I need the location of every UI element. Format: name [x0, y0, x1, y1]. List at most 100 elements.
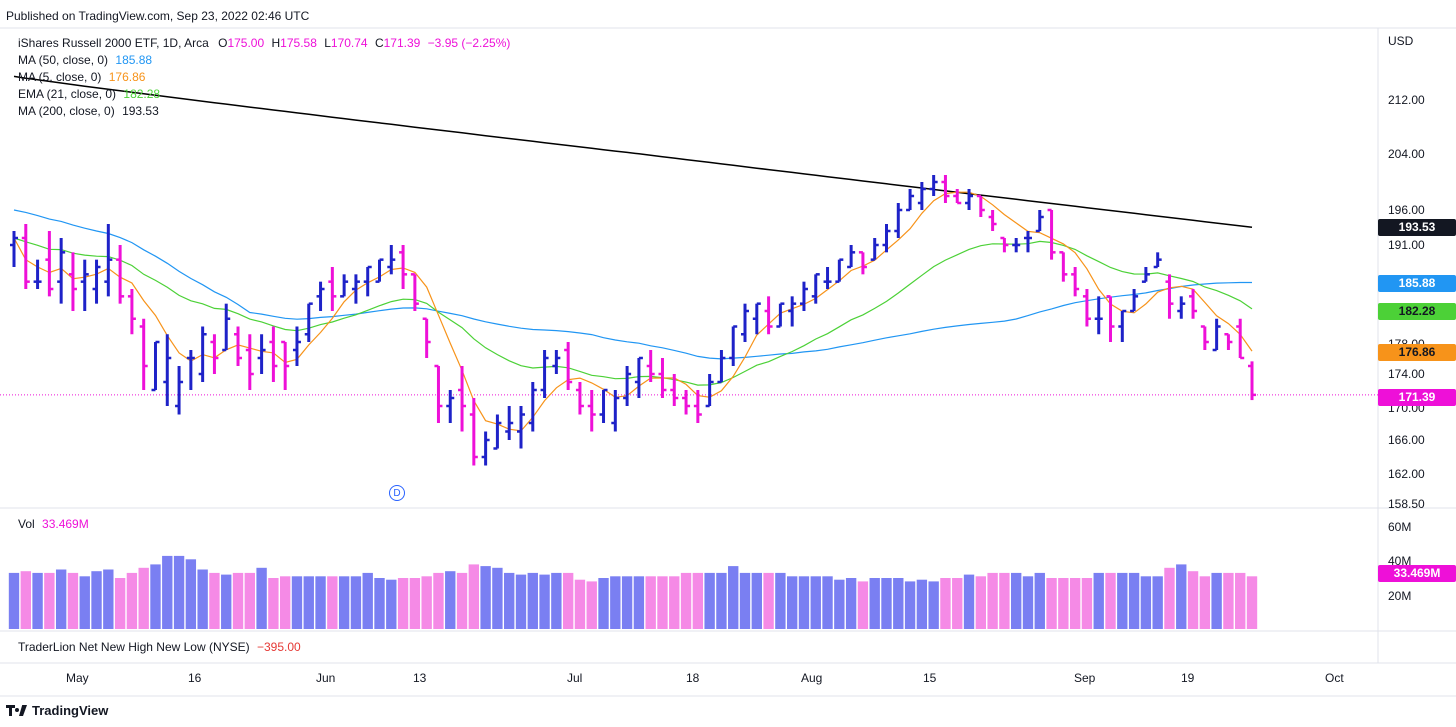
volume-bar[interactable]: [975, 576, 987, 629]
ohlc-bar[interactable]: [1212, 318, 1221, 352]
volume-bar[interactable]: [44, 572, 55, 629]
ohlc-bar[interactable]: [1012, 238, 1021, 253]
ma5-line[interactable]: [13, 191, 1253, 432]
volume-bar[interactable]: [138, 567, 149, 629]
symbol-legend[interactable]: iShares Russell 2000 ETF, 1D, Arca O175.…: [18, 36, 510, 50]
ohlc-bar[interactable]: [269, 326, 278, 383]
volume-bar[interactable]: [1105, 572, 1116, 629]
ma200-legend[interactable]: MA (200, close, 0) 193.53: [18, 104, 159, 118]
ohlc-bar[interactable]: [340, 274, 349, 298]
volume-bar[interactable]: [999, 572, 1010, 629]
ohlc-bar[interactable]: [481, 431, 490, 466]
volume-bar[interactable]: [150, 564, 161, 629]
ohlc-bar[interactable]: [976, 194, 985, 217]
ohlc-bar[interactable]: [446, 390, 455, 423]
volume-bar[interactable]: [669, 576, 680, 629]
ohlc-bar[interactable]: [1106, 295, 1115, 342]
volume-bar[interactable]: [1140, 576, 1152, 629]
volume-bar[interactable]: [1022, 576, 1034, 629]
volume-bar[interactable]: [1011, 572, 1022, 629]
volume-bar[interactable]: [586, 581, 597, 629]
volume-bar[interactable]: [822, 576, 833, 629]
volume-bar[interactable]: [621, 576, 633, 629]
volume-bar[interactable]: [1187, 571, 1199, 629]
ohlc-bar[interactable]: [823, 267, 832, 289]
ohlc-bar[interactable]: [198, 326, 207, 383]
ohlc-bar[interactable]: [623, 366, 632, 406]
volume-bar[interactable]: [268, 578, 279, 629]
volume-bar[interactable]: [504, 572, 515, 629]
volume-bar[interactable]: [67, 572, 79, 629]
volume-bar[interactable]: [786, 576, 798, 629]
ohlc-bar[interactable]: [387, 245, 396, 275]
ohlc-bar[interactable]: [292, 326, 301, 367]
ohlc-bar[interactable]: [575, 382, 584, 415]
ohlc-bar[interactable]: [717, 350, 726, 384]
ohlc-bar[interactable]: [929, 175, 938, 196]
ohlc-bar[interactable]: [705, 374, 714, 408]
volume-bar[interactable]: [1235, 572, 1246, 629]
volume-bar[interactable]: [940, 578, 951, 629]
volume-bar[interactable]: [162, 555, 173, 629]
ema21-legend[interactable]: EMA (21, close, 0) 182.28: [18, 87, 160, 101]
volume-bar[interactable]: [386, 579, 397, 629]
volume-bar[interactable]: [409, 578, 421, 629]
ohlc-bar[interactable]: [245, 334, 254, 390]
ohlc-bar[interactable]: [741, 303, 750, 342]
ohlc-bar[interactable]: [953, 189, 962, 205]
ohlc-bar[interactable]: [552, 350, 561, 374]
ohlc-bar[interactable]: [151, 340, 160, 392]
ohlc-bar[interactable]: [988, 210, 997, 231]
ohlc-bar[interactable]: [564, 342, 573, 390]
volume-bar[interactable]: [468, 564, 480, 629]
volume-bar[interactable]: [327, 576, 338, 629]
ohlc-bar[interactable]: [1130, 289, 1139, 313]
volume-bar[interactable]: [279, 576, 291, 629]
volume-bar[interactable]: [1093, 572, 1104, 629]
volume-bar[interactable]: [185, 559, 197, 629]
ohlc-bar[interactable]: [422, 317, 431, 358]
nhnl-legend[interactable]: TraderLion Net New High New Low (NYSE) −…: [18, 640, 301, 654]
volume-bar[interactable]: [55, 569, 67, 630]
ohlc-bar[interactable]: [469, 398, 478, 466]
volume-bar[interactable]: [1128, 572, 1140, 629]
ohlc-bar[interactable]: [68, 252, 77, 311]
ohlc-bar[interactable]: [658, 358, 667, 398]
volume-bar[interactable]: [857, 581, 869, 629]
volume-bar[interactable]: [574, 579, 586, 629]
ohlc-bar[interactable]: [1000, 236, 1009, 253]
volume-bar[interactable]: [1069, 578, 1081, 629]
dividend-marker[interactable]: D: [389, 485, 405, 501]
volume-bar[interactable]: [562, 572, 574, 629]
volume-bar[interactable]: [20, 571, 31, 629]
ohlc-bar[interactable]: [847, 245, 856, 269]
ohlc-bar[interactable]: [835, 258, 844, 283]
ohlc-bar[interactable]: [599, 388, 608, 423]
volume-bar[interactable]: [1152, 576, 1163, 629]
volume-bar[interactable]: [751, 572, 762, 629]
volume-bar[interactable]: [456, 572, 468, 629]
volume-bar[interactable]: [1046, 578, 1057, 629]
volume-bar[interactable]: [539, 574, 550, 629]
volume-bar[interactable]: [904, 581, 916, 629]
volume-bar[interactable]: [692, 572, 704, 629]
ohlc-bar[interactable]: [210, 334, 219, 374]
ohlc-bar[interactable]: [10, 231, 18, 267]
ohlc-bar[interactable]: [304, 302, 313, 342]
ohlc-bar[interactable]: [363, 265, 372, 297]
tradingview-footer[interactable]: TradingView: [6, 703, 108, 718]
ohlc-bar[interactable]: [799, 281, 808, 311]
ohlc-bar[interactable]: [186, 350, 195, 390]
ohlc-bar[interactable]: [1035, 210, 1044, 233]
volume-bar[interactable]: [1081, 578, 1093, 629]
ohlc-bar[interactable]: [670, 374, 679, 406]
volume-bar[interactable]: [963, 574, 975, 629]
ohlc-bar[interactable]: [127, 289, 136, 335]
ohlc-bar[interactable]: [1236, 318, 1245, 360]
volume-bar[interactable]: [91, 571, 102, 629]
ohlc-bar[interactable]: [1189, 289, 1198, 319]
ohlc-bar[interactable]: [1248, 361, 1256, 401]
volume-bar[interactable]: [704, 572, 715, 629]
ohlc-bar[interactable]: [116, 245, 125, 304]
volume-bar[interactable]: [810, 576, 821, 629]
